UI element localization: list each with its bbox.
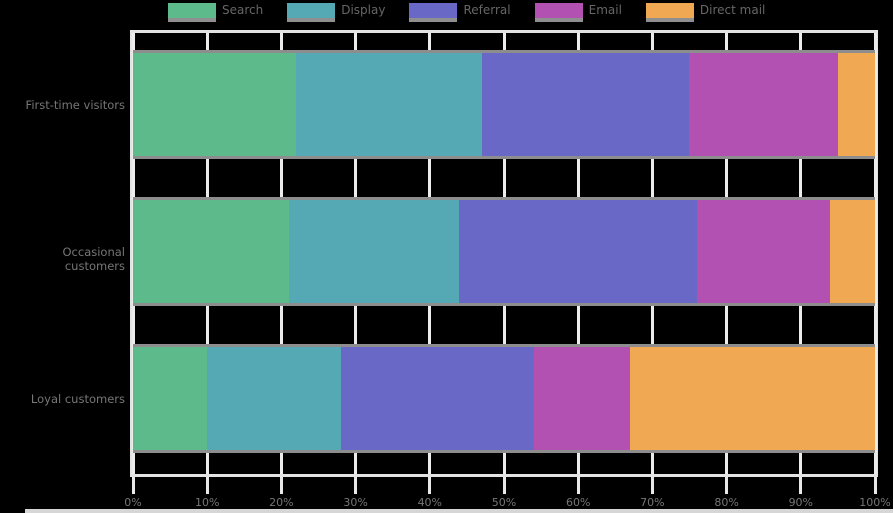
- bar-segment: [133, 53, 297, 156]
- legend-item: Search: [168, 3, 263, 18]
- bar-segment: [459, 200, 697, 303]
- x-tick-mark: [428, 477, 432, 494]
- x-tick-mark: [576, 477, 580, 494]
- legend-swatch-icon: [287, 3, 336, 18]
- bar-segment: [689, 53, 838, 156]
- bar-segment: [830, 200, 875, 303]
- x-tick-mark: [279, 477, 283, 494]
- bar-segment: [296, 53, 482, 156]
- x-tick-label: 10%: [194, 496, 220, 509]
- bar-segment: [133, 347, 208, 450]
- x-tick-label: 90%: [788, 496, 814, 509]
- x-tick-label: 0%: [124, 496, 142, 509]
- y-axis-label: Occasional customers: [62, 244, 126, 273]
- legend-swatch-icon: [409, 3, 458, 18]
- y-axis-label: First-time visitors: [25, 97, 125, 112]
- x-tick-label: 50%: [491, 496, 517, 509]
- x-tick-mark: [873, 477, 877, 494]
- x-tick-mark: [502, 477, 506, 494]
- bar-segment: [133, 200, 289, 303]
- legend-label: Direct mail: [699, 3, 766, 17]
- plot-area: [130, 30, 878, 477]
- bar-segment: [340, 347, 534, 450]
- x-tick-label: 70%: [640, 496, 665, 509]
- x-tick-label: 60%: [565, 496, 591, 509]
- bar-row: [133, 50, 875, 159]
- bar-segment: [481, 53, 690, 156]
- bar-segment: [837, 53, 875, 156]
- x-tick-mark: [725, 477, 729, 494]
- figure-bottom-edge: [25, 509, 893, 513]
- bar-row: [133, 344, 875, 453]
- x-tick-label: 80%: [714, 496, 739, 509]
- gridline: [873, 33, 877, 474]
- bar-segment: [630, 347, 875, 450]
- legend-swatch-icon: [645, 3, 694, 18]
- legend-label: Referral: [463, 3, 511, 17]
- legend-item: Email: [534, 3, 622, 18]
- x-tick-mark: [131, 477, 135, 494]
- bar-segment: [533, 347, 631, 450]
- legend: Search Display Referral Email Direct mail: [168, 3, 765, 18]
- x-tick-label: 20%: [269, 496, 294, 509]
- bar-segment: [207, 347, 341, 450]
- legend-item: Referral: [409, 3, 511, 18]
- x-tick-mark: [354, 477, 358, 494]
- legend-item: Display: [287, 3, 385, 18]
- legend-label: Search: [222, 3, 264, 17]
- legend-swatch-icon: [534, 3, 583, 18]
- y-axis-label: Loyal customers: [30, 391, 125, 406]
- x-tick-mark: [205, 477, 209, 494]
- legend-swatch-icon: [168, 3, 216, 18]
- legend-label: Email: [588, 3, 622, 17]
- x-tick-mark: [799, 477, 803, 494]
- x-tick-label: 30%: [343, 496, 368, 509]
- x-tick-mark: [650, 477, 654, 494]
- bar-segment: [288, 200, 460, 303]
- x-tick-label: 100%: [859, 496, 891, 509]
- legend-label: Display: [341, 3, 386, 17]
- bar-row: [133, 197, 875, 306]
- x-tick-label: 40%: [417, 496, 443, 509]
- legend-item: Direct mail: [645, 3, 766, 18]
- bar-segment: [696, 200, 831, 303]
